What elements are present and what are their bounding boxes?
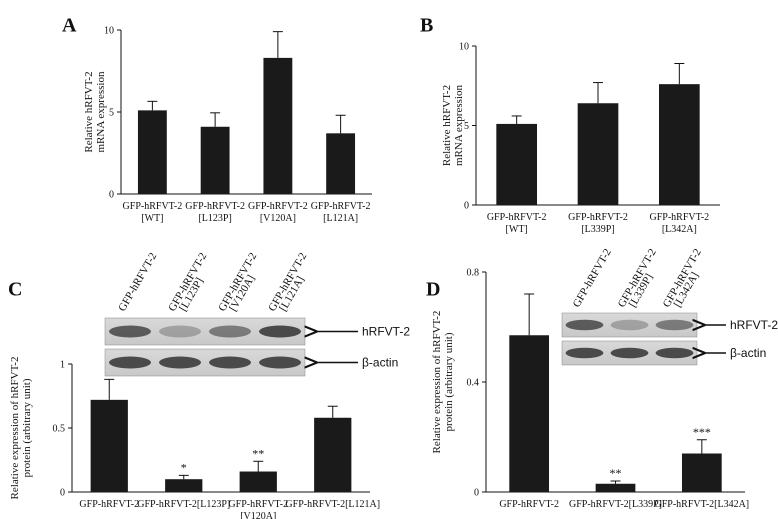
x-tick-label: GFP-hRFVT-2: [499, 499, 559, 510]
x-tick-label: GFP-hRFVT-2: [228, 499, 288, 510]
blot-band: [159, 356, 201, 369]
error-bar: [524, 293, 535, 336]
blot-band: [259, 325, 301, 338]
significance: **: [252, 446, 264, 460]
x-tick-label: GFP-hRFVT-2[L121A]: [285, 499, 380, 510]
y-axis-label: Relative expression of hRFVT-2: [9, 357, 21, 500]
x-tick-label: [WT]: [506, 224, 528, 235]
error-bar: [210, 112, 221, 127]
panel-letter: A: [62, 15, 77, 37]
panel-letter: B: [420, 15, 433, 37]
blot-band: [655, 347, 694, 359]
y-axis-label: protein (arbitrary unit): [21, 378, 33, 477]
error-bar: [610, 480, 621, 484]
y-axis-label: protein (arbitrary unit): [443, 332, 455, 431]
blot-band: [159, 325, 201, 338]
x-tick-label: GFP-hRFVT-2: [487, 212, 547, 223]
y-tick-label: 0.8: [467, 268, 480, 279]
y-axis-label: Relative hRFVT-2: [83, 71, 95, 152]
significance: **: [610, 466, 622, 480]
error-bar: [674, 62, 685, 85]
band-label: β-actin: [730, 346, 766, 360]
x-tick-label: GFP-hRFVT-2: [650, 212, 710, 223]
bar: [137, 110, 167, 194]
x-tick-label: GFP-hRFVT-2: [79, 499, 139, 510]
bar: [496, 123, 537, 205]
bar: [681, 453, 722, 492]
y-tick-label: 10: [104, 26, 114, 37]
band-label: β-actin: [362, 356, 398, 370]
bar: [263, 57, 293, 194]
y-tick-label: 0: [474, 488, 479, 499]
error-bar: [178, 474, 189, 480]
x-tick-label: GFP-hRFVT-2[L123P]: [137, 499, 230, 510]
error-bar: [253, 460, 264, 472]
x-tick-label: GFP-hRFVT-2: [185, 201, 245, 212]
y-axis-label: mRNA expression: [95, 71, 107, 152]
x-tick-label: [WT]: [141, 213, 163, 224]
bar: [659, 84, 700, 205]
y-tick-label: 0.4: [467, 378, 480, 389]
blot-band: [565, 319, 604, 331]
x-tick-label: GFP-hRFVT-2: [248, 201, 308, 212]
error-bar: [335, 114, 346, 134]
panel-letter: C: [8, 279, 22, 301]
x-tick-label: [L121A]: [323, 213, 358, 224]
x-tick-label: [V120A]: [240, 511, 276, 519]
y-axis-label: Relative expression of hRFVT-2: [431, 311, 443, 454]
y-tick-label: 1: [60, 360, 65, 371]
blot-band: [109, 325, 151, 338]
x-tick-label: [V120A]: [260, 213, 296, 224]
x-tick-label: GFP-hRFVT-2[L342A]: [655, 499, 750, 510]
lane-label: GFP-hRFVT-2: [571, 247, 614, 310]
error-bar: [104, 378, 115, 400]
y-axis-label: mRNA expression: [453, 85, 465, 166]
x-tick-label: [L123P]: [198, 213, 231, 224]
blot-band: [209, 325, 251, 338]
band-label: hRFVT-2: [362, 325, 410, 339]
significance: ***: [693, 425, 711, 439]
blot-band: [565, 347, 604, 359]
x-tick-label: GFP-hRFVT-2: [311, 201, 371, 212]
bar: [595, 483, 636, 492]
bar: [314, 417, 352, 492]
x-tick-label: GFP-hRFVT-2[L339P]: [569, 499, 662, 510]
bar: [200, 126, 230, 194]
y-tick-label: 5: [109, 108, 114, 119]
y-tick-label: 0: [464, 201, 469, 212]
bar: [239, 471, 277, 492]
blot-band: [259, 356, 301, 369]
error-bar: [696, 439, 707, 454]
bar: [509, 335, 550, 492]
error-bar: [511, 115, 522, 124]
blot-band: [610, 347, 649, 359]
blot-band: [109, 356, 151, 369]
x-tick-label: GFP-hRFVT-2: [568, 212, 628, 223]
error-bar: [272, 31, 283, 58]
lane-label: GFP-hRFVT-2: [116, 251, 159, 314]
y-tick-label: 5: [464, 121, 469, 132]
x-tick-label: [L339P]: [581, 224, 614, 235]
y-tick-label: 10: [459, 42, 469, 53]
error-bar: [327, 405, 338, 418]
bar: [326, 133, 356, 194]
x-tick-label: GFP-hRFVT-2: [123, 201, 183, 212]
y-axis-label: Relative hRFVT-2: [441, 85, 453, 166]
bar: [165, 479, 203, 492]
blot-band: [655, 319, 694, 331]
band-label: hRFVT-2: [730, 318, 778, 332]
error-bar: [593, 82, 603, 104]
y-tick-label: 0.5: [53, 424, 66, 435]
y-tick-label: 0: [109, 190, 114, 201]
bar: [577, 103, 619, 205]
blot-band: [209, 356, 251, 369]
blot-band: [610, 319, 649, 331]
panel-letter: D: [426, 279, 440, 301]
y-tick-label: 0: [60, 488, 65, 499]
bar: [90, 399, 128, 492]
significance: *: [181, 460, 187, 474]
error-bar: [147, 100, 158, 111]
x-tick-label: [L342A]: [662, 224, 697, 235]
